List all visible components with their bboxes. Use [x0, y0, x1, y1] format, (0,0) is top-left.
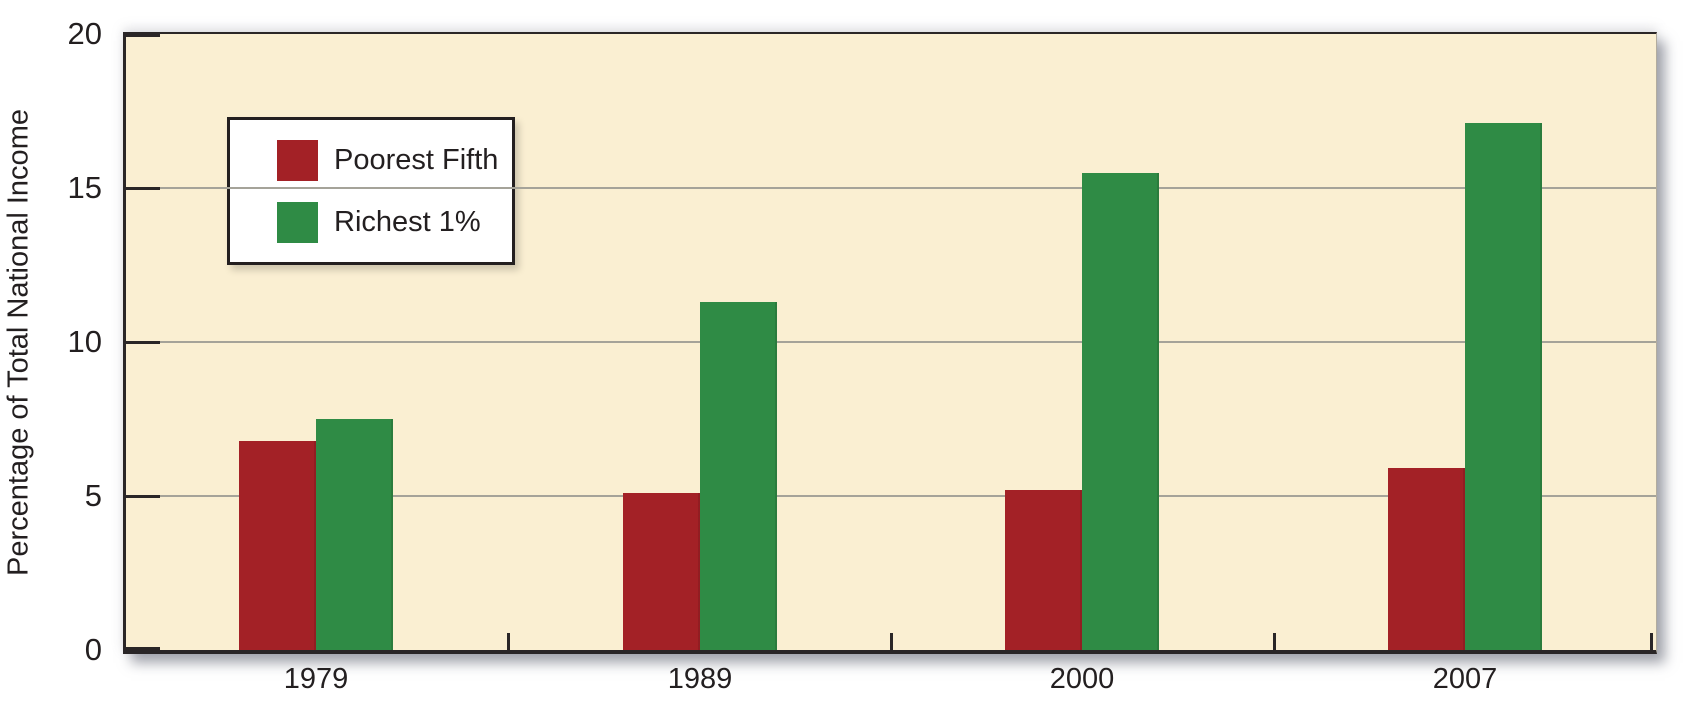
y-tick-10: [126, 341, 160, 344]
bar-richest-1-1979: [316, 419, 393, 650]
bar-poorest-fifth-1989: [623, 492, 700, 650]
x-tick-3: [1650, 633, 1653, 650]
legend-item-richest-1pct: Richest 1%: [277, 201, 512, 243]
bar-poorest-fifth-1979: [239, 440, 316, 650]
bar-richest-1-2000: [1082, 172, 1159, 650]
y-tick-0: [126, 647, 160, 650]
x-category-label-1979: 1979: [283, 663, 349, 695]
y-tick-label-15: 15: [67, 170, 102, 205]
legend-item-poorest-fifth: Poorest Fifth: [277, 139, 512, 181]
y-tick-label-10: 10: [67, 324, 102, 359]
gridline-10: [126, 341, 1656, 343]
y-tick-5: [126, 495, 160, 498]
plot-area: Poorest Fifth Richest 1%: [123, 32, 1657, 654]
x-category-label-2007: 2007: [1432, 663, 1498, 695]
x-category-label-1989: 1989: [667, 663, 733, 695]
y-tick-label-0: 0: [84, 632, 102, 667]
y-tick-15: [126, 187, 160, 190]
bar-poorest-fifth-2000: [1005, 489, 1082, 650]
y-tick-label-5: 5: [84, 478, 102, 513]
x-category-label-2000: 2000: [1049, 663, 1115, 695]
x-tick-0: [507, 633, 510, 650]
legend-label-poorest-fifth: Poorest Fifth: [334, 143, 499, 176]
legend: Poorest Fifth Richest 1%: [227, 117, 515, 265]
y-tick-label-20: 20: [67, 16, 102, 51]
poorest-fifth-swatch-icon: [277, 139, 318, 181]
x-tick-1: [890, 633, 893, 650]
legend-label-richest-1pct: Richest 1%: [334, 205, 481, 238]
y-tick-20: [126, 34, 160, 37]
bar-richest-1-1989: [700, 301, 777, 650]
bar-richest-1-2007: [1465, 123, 1542, 650]
bar-poorest-fifth-2007: [1388, 468, 1465, 650]
richest-1pct-swatch-icon: [277, 201, 318, 243]
x-tick-2: [1273, 633, 1276, 650]
